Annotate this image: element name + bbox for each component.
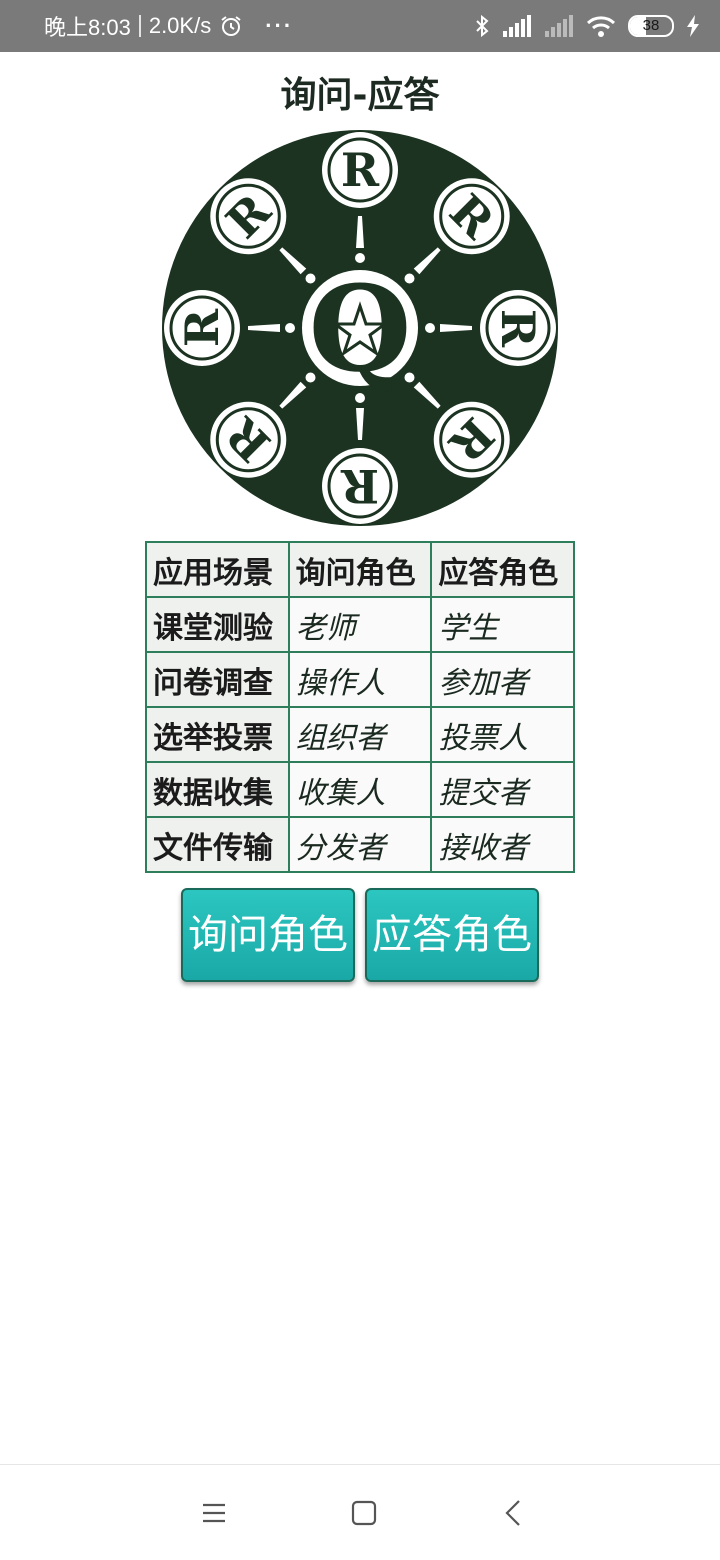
logo-r-ring-inner (439, 183, 505, 249)
logo-spoke-dot (305, 372, 316, 383)
logo-spoke: R (404, 178, 510, 284)
logo-r-ring (210, 401, 287, 478)
logo-spoke-handle (248, 324, 280, 332)
signal-weak-icon (545, 15, 573, 37)
logo-spoke: R (404, 372, 510, 478)
ask-role-cell: 分发者 (287, 816, 433, 873)
logo-spoke: R (322, 393, 398, 524)
logo-r-ring (322, 448, 398, 524)
menu-icon[interactable] (200, 1499, 228, 1527)
logo-r-ring-inner (485, 295, 551, 361)
logo-r-ring-inner (439, 407, 505, 473)
ask-role-cell: 组织者 (287, 706, 433, 763)
signal-icon (503, 15, 531, 37)
logo-spoke-handle (440, 324, 472, 332)
logo-spoke-handle (279, 381, 307, 409)
ask-role-cell: 老师 (287, 596, 433, 653)
logo-spoke: R (164, 290, 295, 366)
header-scene: 应用场景 (145, 541, 290, 598)
logo-spoke-handle (356, 408, 364, 440)
logo-spoke-handle (356, 216, 364, 248)
answer-role-button[interactable]: 应答角色 (365, 888, 539, 982)
logo-spoke-dot (285, 323, 295, 333)
status-bar: 晚上8:03 2.0K/s ··· (0, 0, 720, 52)
logo-spoke-handle (413, 381, 441, 409)
answer-role-cell: 参加者 (430, 651, 575, 708)
logo-r-ring (433, 178, 510, 255)
bluetooth-icon (476, 14, 489, 38)
logo-r-ring (433, 401, 510, 478)
battery-level: 38 (642, 17, 660, 34)
logo-r-ring-inner (215, 183, 281, 249)
role-table: 应用场景 询问角色 应答角色 课堂测验 老师 学生 问卷调查 操作人 参加者 选… (145, 541, 575, 873)
scene-cell: 课堂测验 (145, 596, 290, 653)
logo-spoke-dot (425, 323, 435, 333)
logo-spoke: R (425, 290, 556, 366)
answer-role-cell: 提交者 (430, 761, 575, 818)
alarm-icon (221, 16, 241, 36)
header-ask-role: 询问角色 (287, 541, 433, 598)
logo-r-letter: R (175, 308, 229, 347)
charging-icon (687, 15, 699, 37)
scene-cell: 选举投票 (145, 706, 290, 763)
ask-role-cell: 收集人 (287, 761, 433, 818)
clock: 晚上8:03 (44, 15, 131, 40)
battery-icon: 38 (628, 15, 674, 37)
table-row: 数据收集 收集人 提交者 (145, 761, 575, 818)
logo-spoke: R (322, 132, 398, 263)
header-answer-role: 应答角色 (430, 541, 575, 598)
logo-r-ring (480, 290, 556, 366)
logo-r-letter: R (340, 459, 379, 513)
logo-r-ring-inner (215, 407, 281, 473)
page-title: 询问-应答 (280, 75, 440, 116)
answer-role-cell: 投票人 (430, 706, 575, 763)
logo-r-ring (322, 132, 398, 208)
table-row: 问卷调查 操作人 参加者 (145, 651, 575, 708)
logo-r-ring-inner (327, 453, 393, 519)
logo-r-letter: R (491, 309, 545, 348)
scene-cell: 文件传输 (145, 816, 290, 873)
home-icon[interactable] (350, 1499, 378, 1527)
table-header-row: 应用场景 询问角色 应答角色 (145, 541, 575, 598)
answer-role-cell: 接收者 (430, 816, 575, 873)
answer-role-cell: 学生 (430, 596, 575, 653)
logo-spoke-dot (404, 273, 415, 284)
logo-spoke-handle (279, 247, 307, 275)
logo-spoke: R (210, 372, 316, 478)
star-icon (330, 301, 390, 357)
table-row: 选举投票 组织者 投票人 (145, 706, 575, 763)
navigation-bar (0, 1464, 720, 1560)
back-icon[interactable] (500, 1499, 528, 1527)
table-row: 课堂测验 老师 学生 (145, 596, 575, 653)
ask-role-cell: 操作人 (287, 651, 433, 708)
logo-spoke: R (210, 178, 316, 284)
logo-r-ring-inner (327, 137, 393, 203)
logo-spoke-dot (404, 372, 415, 383)
scene-cell: 数据收集 (145, 761, 290, 818)
more-notifications-icon: ··· (265, 13, 294, 38)
logo-r-ring-inner (169, 295, 235, 361)
logo-r-letter: R (341, 143, 380, 197)
wifi-icon (586, 16, 616, 37)
table-row: 文件传输 分发者 接收者 (145, 816, 575, 873)
ask-role-button[interactable]: 询问角色 (181, 888, 355, 982)
status-divider (138, 15, 141, 37)
logo-r-ring (164, 290, 240, 366)
logo-spoke-dot (355, 253, 365, 263)
scene-cell: 问卷调查 (145, 651, 290, 708)
logo-spoke-dot (355, 393, 365, 403)
logo-spoke-handle (413, 247, 441, 275)
network-speed: 2.0K/s (148, 13, 212, 38)
logo-r-ring (210, 178, 287, 255)
logo-spoke-dot (305, 273, 316, 284)
